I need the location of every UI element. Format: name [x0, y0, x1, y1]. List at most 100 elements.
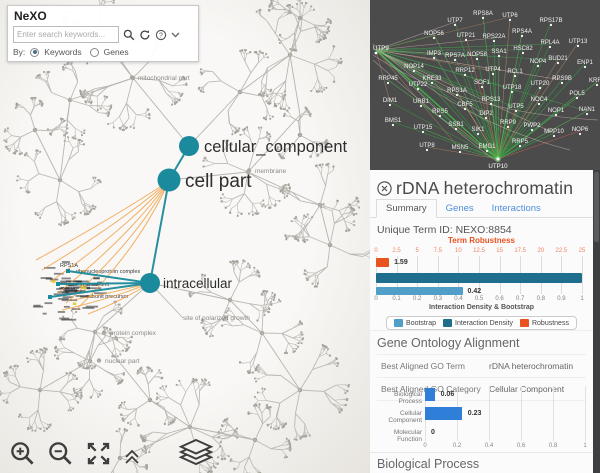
ontology-canvas[interactable]: mitochondrial part membrane protein comple…: [0, 0, 370, 473]
gene-label[interactable]: DIP2: [479, 111, 493, 117]
zoom-out-button[interactable]: [47, 440, 74, 467]
gene-label[interactable]: MPP10: [544, 129, 564, 135]
gene-node[interactable]: [454, 127, 458, 131]
collapse-icon[interactable]: [171, 31, 180, 39]
help-icon[interactable]: ?: [155, 29, 167, 41]
gene-node[interactable]: [556, 61, 560, 65]
gene-node[interactable]: [463, 107, 467, 111]
gene-node[interactable]: [521, 51, 525, 55]
gene-node[interactable]: [497, 54, 501, 58]
gene-node[interactable]: [453, 23, 457, 27]
gene-node[interactable]: [438, 114, 442, 118]
gene-label[interactable]: UTP4: [485, 67, 501, 73]
gene-node[interactable]: [430, 81, 434, 85]
gene-label[interactable]: MSN5: [452, 145, 469, 151]
gene-node[interactable]: [464, 38, 468, 42]
gene-node[interactable]: [578, 132, 582, 136]
term-label-minor[interactable]: nuclear part: [105, 358, 140, 365]
layers-button[interactable]: [178, 437, 214, 467]
gene-label[interactable]: HSC82: [513, 46, 533, 52]
gene-node[interactable]: [575, 96, 579, 100]
gene-node[interactable]: [455, 93, 459, 97]
gene-label[interactable]: NOP56: [424, 31, 444, 37]
gene-node[interactable]: [576, 44, 580, 48]
gene-label[interactable]: SSA1: [491, 49, 507, 55]
tab-summary[interactable]: Summary: [376, 199, 437, 218]
gene-node[interactable]: [530, 128, 534, 132]
gene-node[interactable]: [508, 18, 512, 22]
cluster-term-label[interactable]: subunit precursor: [86, 294, 129, 300]
search-icon[interactable]: [123, 29, 135, 41]
term-label-cell_part[interactable]: cell part: [185, 171, 252, 192]
gene-node[interactable]: [513, 74, 517, 78]
gene-label[interactable]: RPS1A: [447, 88, 467, 94]
radio-label[interactable]: Genes: [103, 47, 129, 57]
gene-node[interactable]: [536, 64, 540, 68]
gene-label[interactable]: CBF5: [457, 102, 473, 108]
cluster-term-label[interactable]: ribosomal subunit: [66, 282, 110, 288]
gene-node[interactable]: [425, 148, 429, 152]
radio-genes[interactable]: [89, 47, 99, 57]
gene-label[interactable]: RPS8A: [473, 11, 493, 17]
term-label-minor[interactable]: protein complex: [110, 330, 157, 337]
gene-label[interactable]: UTP6: [502, 13, 518, 19]
gene-node[interactable]: [480, 85, 484, 89]
gene-node[interactable]: [548, 45, 552, 49]
gene-node[interactable]: [412, 69, 416, 73]
gene-label[interactable]: BMS1: [385, 118, 402, 124]
collapse-all-button[interactable]: [123, 447, 141, 467]
gene-node[interactable]: [388, 103, 392, 107]
term-node-intracellular[interactable]: [140, 273, 160, 293]
gene-label[interactable]: RRP12: [455, 68, 475, 74]
gene-label[interactable]: DIM1: [383, 98, 398, 104]
gene-label[interactable]: UTP15: [414, 125, 433, 131]
gene-label[interactable]: UTP20: [531, 81, 550, 87]
gene-node[interactable]: [419, 104, 423, 108]
gene-label[interactable]: RPS7A: [445, 53, 465, 59]
gene-label[interactable]: NOP6: [572, 127, 589, 133]
radio-label[interactable]: Keywords: [44, 47, 82, 57]
gene-node[interactable]: [386, 81, 390, 85]
gene-node[interactable]: [463, 73, 467, 77]
radio-keywords[interactable]: [30, 47, 40, 57]
gene-label[interactable]: NOP58: [467, 52, 487, 58]
gene-label[interactable]: RPS17B: [539, 18, 562, 24]
gene-label[interactable]: PWP2: [523, 123, 541, 129]
gene-node[interactable]: [432, 56, 436, 60]
gene-label[interactable]: RCL1: [507, 69, 523, 75]
term-label-cellular_component[interactable]: cellular_component: [204, 138, 348, 156]
gene-label[interactable]: RPS5: [432, 109, 448, 115]
gene-label[interactable]: UTP21: [457, 33, 476, 39]
gene-node[interactable]: [506, 125, 510, 129]
fit-to-screen-button[interactable]: [85, 440, 112, 467]
gene-node[interactable]: [484, 116, 488, 120]
gene-node[interactable]: [560, 81, 564, 85]
gene-node[interactable]: [520, 34, 524, 38]
gene-node[interactable]: [552, 134, 556, 138]
gene-label[interactable]: SIK1: [471, 127, 485, 133]
gene-node[interactable]: [514, 109, 518, 113]
search-input[interactable]: [13, 26, 119, 43]
gene-label[interactable]: POL5: [569, 91, 585, 97]
term-node-cellular_component[interactable]: [179, 136, 199, 156]
cluster-term-label[interactable]: RPS1A: [60, 263, 78, 269]
gene-label[interactable]: UTP7: [447, 18, 463, 24]
interaction-network-svg[interactable]: UTP7 RPS8A UTP6 RPS17B NOP56 UTP21 RPS22A RPS4A…: [370, 0, 600, 170]
gene-label[interactable]: NAN1: [579, 107, 596, 113]
gene-label[interactable]: NOC4: [531, 97, 548, 103]
gene-label[interactable]: RPL4A: [540, 40, 559, 46]
ontology-tree-svg[interactable]: mitochondrial part membrane protein comple…: [0, 0, 370, 473]
reset-icon[interactable]: [139, 29, 151, 41]
gene-node-hub[interactable]: [496, 157, 500, 161]
zoom-in-button[interactable]: [9, 440, 36, 467]
gene-node[interactable]: [537, 102, 541, 106]
gene-node[interactable]: [475, 57, 479, 61]
gene-node[interactable]: [583, 65, 587, 69]
gene-label[interactable]: URB1: [413, 99, 430, 105]
close-icon[interactable]: [377, 181, 392, 196]
term-label-minor[interactable]: mitochondrial part: [138, 75, 190, 82]
gene-label[interactable]: NOP1: [548, 108, 565, 114]
gene-label[interactable]: SOF1: [474, 80, 490, 86]
gene-label[interactable]: RRP45: [378, 76, 398, 82]
gene-label[interactable]: RPS9B: [552, 76, 572, 82]
